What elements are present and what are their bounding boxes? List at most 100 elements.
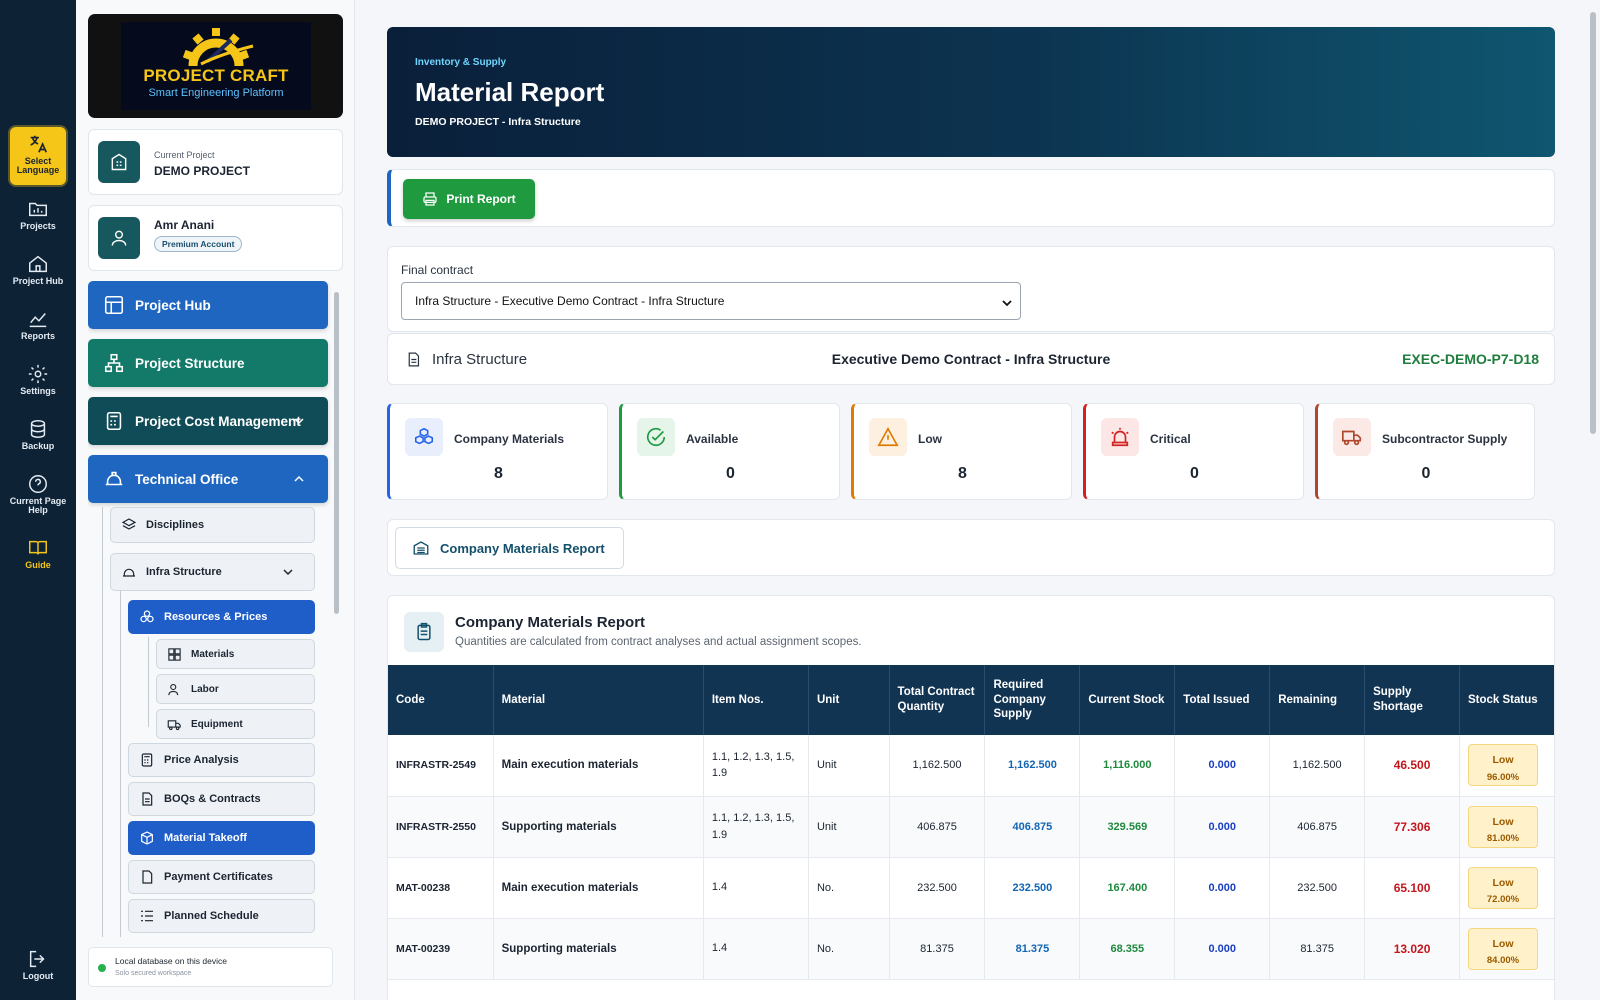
nav-material-takeoff[interactable]: Material Takeoff	[128, 821, 315, 855]
nav-label: Technical Office	[135, 471, 239, 487]
hard-hat-icon	[105, 471, 123, 486]
status-dot	[98, 964, 106, 972]
brand-subtitle: Smart Engineering Platform	[148, 87, 284, 99]
nav-project-cost-management[interactable]: Project Cost Management	[88, 397, 328, 445]
column-header[interactable]: Material	[493, 665, 704, 735]
table-row[interactable]: INFRASTR-2549 Main execution materials 1…	[388, 735, 1554, 797]
rail-label: Logout	[22, 971, 54, 981]
table-row[interactable]: MAT-00239 Supporting materials 1.4 No. 8…	[388, 918, 1554, 980]
rail-guide[interactable]: Guide	[0, 537, 76, 570]
contract-select-value: Infra Structure - Executive Demo Contrac…	[415, 294, 725, 308]
cell-total-issued: 0.000	[1174, 918, 1271, 980]
current-project-name: DEMO PROJECT	[154, 164, 251, 178]
column-header[interactable]: Unit	[808, 665, 890, 735]
print-report-button[interactable]: Print Report	[403, 179, 535, 219]
table-row[interactable]: MAT-00238 Main execution materials 1.4 N…	[388, 857, 1554, 919]
stat-value: 0	[726, 465, 735, 482]
stat-label: Low	[918, 432, 942, 446]
status-badge: Low 81.00%	[1468, 805, 1538, 848]
select-language-button[interactable]: Select Language	[10, 127, 66, 185]
cell-unit: Unit	[808, 735, 890, 797]
list-icon	[141, 910, 153, 922]
nav-project-hub[interactable]: Project Hub	[88, 281, 328, 329]
cell-remaining: 406.875	[1269, 796, 1366, 858]
page-subtitle: DEMO PROJECT - Infra Structure	[415, 116, 581, 128]
user-icon	[111, 230, 127, 246]
layers-icon	[121, 518, 137, 530]
cell-total-issued: 0.000	[1174, 735, 1271, 797]
cell-item-nos: 1.4	[703, 857, 809, 919]
column-header[interactable]: Code	[388, 665, 494, 735]
cell-total-quantity: 81.375	[889, 918, 986, 980]
table-row[interactable]: INFRASTR-2550 Supporting materials 1.1, …	[388, 796, 1554, 858]
tab-company-materials-report[interactable]: Company Materials Report	[395, 527, 624, 569]
column-header[interactable]: Stock Status	[1459, 665, 1554, 735]
column-header[interactable]: Item Nos.	[703, 665, 809, 735]
column-header[interactable]: Supply Shortage	[1364, 665, 1460, 735]
rail-label: Backup	[21, 441, 55, 451]
document-icon	[408, 352, 420, 367]
cell-material: Main execution materials	[493, 857, 704, 919]
rail-label: Guide	[25, 560, 51, 570]
chart-icon	[29, 313, 47, 328]
rail-projects[interactable]: Projects	[0, 198, 76, 231]
rail-help[interactable]: Current Page Help	[0, 473, 76, 516]
logout-icon	[29, 950, 45, 968]
cell-remaining: 232.500	[1269, 857, 1366, 919]
nav-materials[interactable]: Materials	[156, 639, 315, 669]
clipboard-icon	[417, 622, 431, 641]
status-badge: Low 96.00%	[1468, 744, 1538, 787]
report-subtitle: Quantities are calculated from contract …	[455, 636, 862, 648]
cell-code: MAT-00239	[388, 918, 494, 980]
nav-disciplines[interactable]: Disciplines	[110, 507, 315, 543]
user-card[interactable]: Amr Anani Premium Account	[88, 205, 343, 271]
icon-rail: Select Language Projects Project Hub Rep…	[0, 0, 76, 1000]
nav-price-analysis[interactable]: Price Analysis	[128, 743, 315, 777]
nav-label: Labor	[191, 683, 219, 695]
page-header: Inventory & Supply Material Report DEMO …	[387, 27, 1555, 157]
column-header[interactable]: Required Company Supply	[984, 665, 1081, 735]
rail-label: Settings	[20, 386, 56, 396]
stat-low: Low 8	[851, 403, 1072, 500]
rail-settings[interactable]: Settings	[0, 363, 76, 396]
nav-resources-prices[interactable]: Resources & Prices	[128, 600, 315, 634]
nav-infra-structure[interactable]: Infra Structure	[110, 553, 315, 591]
contract-select[interactable]: Infra Structure - Executive Demo Contrac…	[401, 282, 1021, 320]
status-percent: 81.00%	[1486, 832, 1520, 844]
rail-project-hub[interactable]: Project Hub	[0, 253, 76, 286]
building-icon	[111, 153, 127, 171]
cell-required-supply: 232.500	[984, 857, 1081, 919]
book-icon	[29, 540, 47, 555]
page-scrollbar[interactable]	[1590, 12, 1596, 434]
column-header[interactable]: Current Stock	[1079, 665, 1176, 735]
database-status: Local database on this device Solo secur…	[88, 947, 333, 987]
column-header[interactable]: Total Contract Quantity	[889, 665, 986, 735]
materials-table: Code Material Item Nos. Unit Total Contr…	[388, 665, 1554, 980]
cell-unit: No.	[808, 857, 890, 919]
nav-label: Project Hub	[135, 297, 211, 313]
sidebar-scrollbar[interactable]	[334, 292, 339, 614]
nav-label: BOQs & Contracts	[164, 793, 261, 805]
nav-payment-certificates[interactable]: Payment Certificates	[128, 860, 315, 894]
cell-material: Supporting materials	[493, 918, 704, 980]
nav-technical-office[interactable]: Technical Office	[88, 455, 328, 503]
cell-material: Main execution materials	[493, 735, 704, 797]
chevron-down-icon	[1002, 300, 1012, 307]
nav-labor[interactable]: Labor	[156, 674, 315, 704]
column-header[interactable]: Total Issued	[1174, 665, 1271, 735]
cell-total-issued: 0.000	[1174, 796, 1271, 858]
nav-label: Disciplines	[146, 519, 205, 531]
nav-label: Planned Schedule	[164, 910, 259, 922]
column-header[interactable]: Remaining	[1269, 665, 1366, 735]
translate-icon	[30, 135, 48, 153]
nav-boqs-contracts[interactable]: BOQs & Contracts	[128, 782, 315, 816]
rail-logout[interactable]: Logout	[0, 948, 76, 981]
rail-backup[interactable]: Backup	[0, 418, 76, 451]
nav-planned-schedule[interactable]: Planned Schedule	[128, 899, 315, 933]
stat-value: 8	[958, 465, 967, 482]
nav-equipment[interactable]: Equipment	[156, 709, 315, 739]
current-project-card[interactable]: Current Project DEMO PROJECT	[88, 129, 343, 195]
nav-project-structure[interactable]: Project Structure	[88, 339, 328, 387]
rail-reports[interactable]: Reports	[0, 308, 76, 341]
contract-label: Final contract	[401, 263, 474, 277]
